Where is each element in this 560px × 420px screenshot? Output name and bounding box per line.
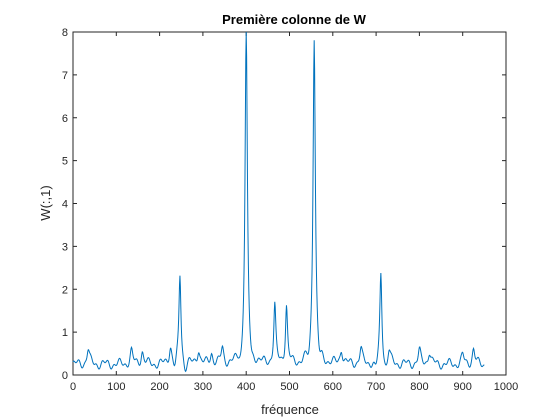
x-tick-label: 800 xyxy=(410,381,428,393)
x-tick-label: 400 xyxy=(237,381,255,393)
y-tick-label: 8 xyxy=(62,27,68,39)
chart-title: Première colonne de W xyxy=(222,12,366,27)
y-tick-label: 1 xyxy=(62,327,68,339)
y-tick-label: 5 xyxy=(62,156,68,168)
y-tick-label: 0 xyxy=(62,370,68,382)
y-tick-label: 4 xyxy=(62,199,68,211)
x-axis-label: fréquence xyxy=(261,402,319,417)
plot-area: 0 100 200 300 400 500 600 700 800 900 1000 0 1 2 3 4 5 6 7… xyxy=(62,27,518,393)
y-tick-label: 3 xyxy=(62,241,68,253)
x-tick-label: 200 xyxy=(150,381,168,393)
x-tick-label: 0 xyxy=(70,381,76,393)
x-tick-label: 300 xyxy=(194,381,212,393)
x-tick-label: 700 xyxy=(367,381,385,393)
x-tick-label: 500 xyxy=(280,381,298,393)
x-tick-label: 900 xyxy=(454,381,472,393)
x-tick-label: 100 xyxy=(107,381,125,393)
axes-box xyxy=(72,31,507,376)
y-tick-label: 6 xyxy=(62,113,68,125)
x-tick-label: 600 xyxy=(324,381,342,393)
x-tick-label: 1000 xyxy=(494,381,518,393)
y-tick-label: 7 xyxy=(62,70,68,82)
y-tick-label: 2 xyxy=(62,284,68,296)
series-line xyxy=(72,31,485,373)
y-axis-label: W(:,1) xyxy=(38,185,53,220)
